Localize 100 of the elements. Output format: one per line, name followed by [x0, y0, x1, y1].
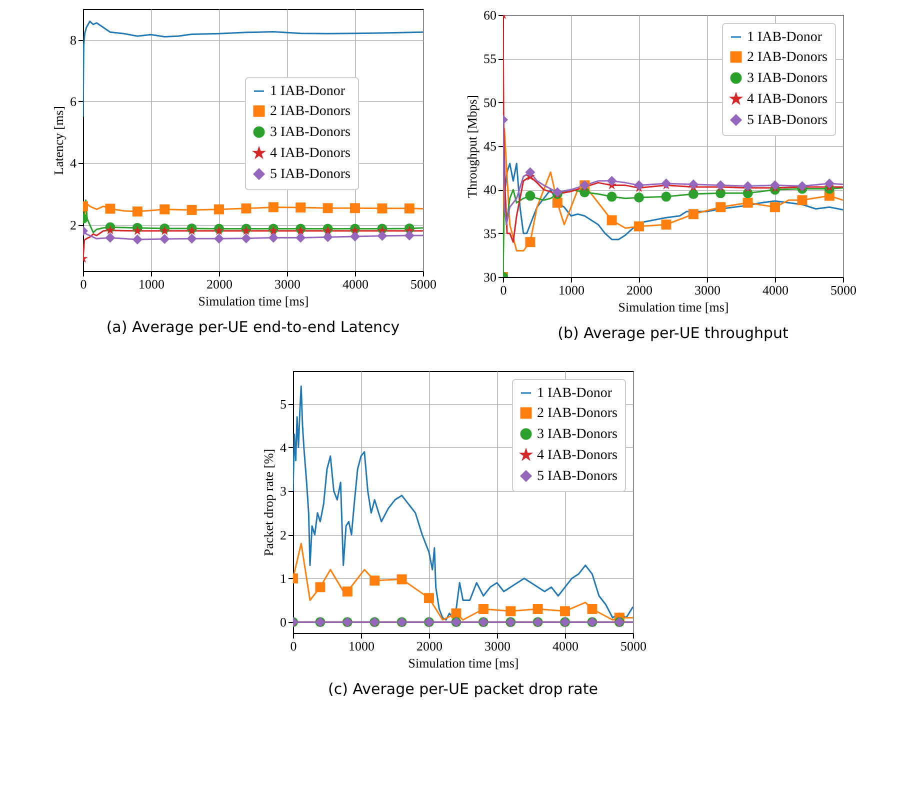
- point: [770, 180, 780, 190]
- legend-label: 2 IAB-Donors: [537, 406, 618, 421]
- x-tick-label: 4000: [762, 282, 788, 298]
- x-tick-label: 0: [500, 282, 507, 298]
- x-tick-label: 1000: [138, 276, 164, 292]
- x-tick-label: 3000: [694, 282, 720, 298]
- point: [186, 204, 197, 215]
- point: [661, 192, 672, 202]
- legend-label: 2 IAB-Donors: [747, 50, 828, 65]
- y-tick-label: 5: [280, 396, 286, 412]
- x-axis-title: Simulation time [ms]: [618, 300, 729, 314]
- y-tick-label: 35: [484, 226, 496, 241]
- legend-label: 5 IAB-Donors: [537, 469, 618, 484]
- point: [132, 234, 142, 245]
- y-tick-label: 4: [70, 156, 77, 171]
- x-tick-label: 5000: [410, 276, 436, 292]
- text: (a) Average per-UE end-to-end Latency: [106, 318, 400, 336]
- point: [160, 204, 170, 214]
- x-tick-label: 0: [290, 638, 297, 654]
- point: [688, 179, 698, 190]
- y-tick-label: 45: [484, 138, 496, 154]
- point: [451, 608, 462, 618]
- y-axis-title: Throughput [Mbps]: [464, 95, 480, 198]
- point: [634, 192, 644, 203]
- x-tick-label: 5000: [830, 282, 856, 298]
- point: [525, 237, 536, 248]
- legend-label: 4 IAB-Donors: [537, 448, 618, 463]
- point: [160, 234, 170, 244]
- y-axis-title: Latency [ms]: [51, 106, 66, 175]
- point: [797, 195, 808, 206]
- y-tick-label: 30: [484, 270, 496, 284]
- point: [268, 232, 278, 243]
- point: [396, 574, 407, 584]
- y-tick-label: 8: [70, 32, 76, 48]
- point: [606, 192, 617, 202]
- x-tick-label: 4000: [342, 276, 368, 292]
- point: [350, 203, 360, 214]
- point: [377, 230, 388, 241]
- legend-label: 4 IAB-Donors: [747, 92, 828, 107]
- text: (c) Average per-UE packet drop rate: [328, 680, 598, 698]
- y-tick-label: 60: [484, 8, 496, 22]
- point: [315, 582, 326, 592]
- point: [688, 189, 698, 200]
- legend-label: 3 IAB-Donors: [747, 71, 828, 86]
- line-series: [83, 20, 423, 118]
- y-tick-label: 3: [280, 484, 286, 499]
- point: [424, 593, 434, 604]
- y-tick-label: 40: [484, 182, 496, 198]
- point: [241, 233, 252, 244]
- point: [377, 203, 388, 214]
- legend-label: 1 IAB-Donor: [747, 30, 822, 45]
- point: [742, 198, 753, 208]
- y-tick-label: 50: [484, 94, 496, 110]
- point: [506, 606, 516, 616]
- point: [634, 221, 644, 232]
- point: [296, 202, 306, 213]
- y-tick-label: 2: [70, 217, 76, 232]
- point: [342, 586, 352, 597]
- legend-label: 3 IAB-Donors: [270, 125, 350, 140]
- point: [241, 203, 252, 214]
- legend-label: 1 IAB-Donor: [537, 386, 612, 401]
- legend-label: 1 IAB-Donor: [270, 84, 346, 100]
- point: [322, 203, 333, 214]
- y-tick-label: 55: [484, 51, 496, 66]
- point: [105, 232, 116, 243]
- point: [525, 190, 536, 201]
- point: [404, 230, 414, 241]
- point: [214, 234, 224, 244]
- point: [688, 209, 698, 220]
- x-tick-label: 2000: [206, 276, 232, 292]
- point: [532, 604, 543, 614]
- legend-label: 3 IAB-Donors: [537, 427, 618, 442]
- x-tick-label: 4000: [552, 638, 578, 654]
- point: [214, 204, 224, 214]
- x-tick-label: 3000: [274, 276, 300, 292]
- x-tick-label: 1000: [558, 282, 584, 298]
- point: [105, 225, 115, 234]
- point: [370, 576, 380, 586]
- point: [525, 167, 536, 178]
- legend-label: 5 IAB-Donors: [270, 167, 350, 182]
- point: [587, 604, 598, 614]
- legend-label: 5 IAB-Donors: [747, 113, 828, 128]
- x-tick-label: 3000: [484, 638, 510, 654]
- y-tick-label: 1: [280, 570, 286, 586]
- point: [350, 231, 360, 242]
- point: [322, 232, 333, 242]
- point: [160, 226, 170, 235]
- legend-label: 2 IAB-Donors: [270, 104, 350, 120]
- x-axis-title: Simulation time [ms]: [198, 294, 309, 308]
- point: [296, 232, 306, 243]
- y-axis-title: Packet drop rate [%]: [261, 448, 276, 556]
- x-tick-label: 0: [80, 276, 87, 292]
- point: [770, 202, 780, 212]
- point: [560, 606, 570, 616]
- x-axis-title: Simulation time [ms]: [408, 656, 519, 670]
- x-tick-label: 2000: [626, 282, 652, 298]
- y-tick-label: 0: [280, 614, 286, 630]
- point: [606, 176, 617, 186]
- point: [661, 220, 672, 230]
- point: [132, 226, 142, 235]
